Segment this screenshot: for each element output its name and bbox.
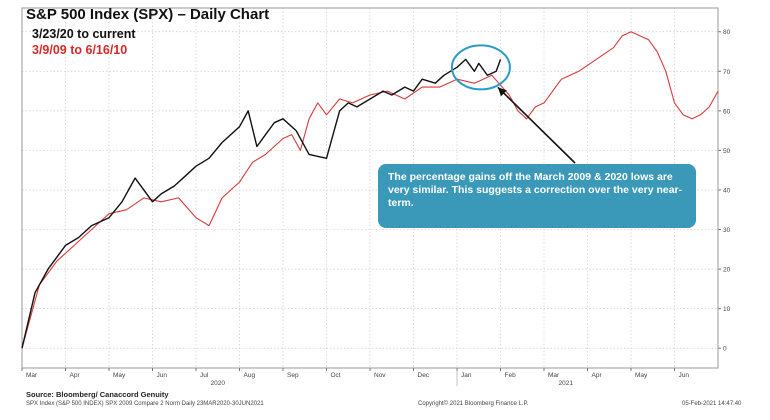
subtitle-2009-range: 3/9/09 to 6/16/10	[32, 43, 128, 57]
annotation-callout: The percentage gains off the March 2009 …	[378, 164, 696, 228]
callout-arrow-head	[497, 87, 507, 97]
footer-copyright: Copyright© 2021 Bloomberg Finance L.P.	[418, 401, 529, 407]
series-layer	[21, 31, 719, 349]
x-tick-label: Apr	[592, 372, 603, 379]
y-tick-label: 60	[723, 108, 731, 115]
x-tick-label: Feb	[505, 372, 517, 379]
x-year-label: 2021	[559, 380, 574, 387]
callout-arrow-line	[497, 86, 576, 164]
y-tick-label: 10	[723, 306, 731, 313]
x-tick-label: Sep	[287, 372, 299, 379]
x-tick-label: Jun	[157, 372, 168, 379]
y-tick-label: 20	[723, 267, 731, 274]
x-tick-label: May	[635, 372, 648, 379]
x-tick-label: Jan	[461, 372, 472, 379]
y-tick-label: 0	[723, 346, 727, 353]
x-tick-label: Nov	[374, 372, 386, 379]
x-tick-label: Mar	[26, 372, 38, 379]
x-tick-label: Oct	[331, 372, 341, 379]
y-tick-label: 70	[723, 69, 731, 76]
x-tick-label: Apr	[70, 372, 81, 379]
y-tick-label: 50	[723, 148, 731, 155]
x-tick-label: Mar	[548, 372, 560, 379]
y-tick-label: 40	[723, 187, 731, 194]
chart-title: S&P 500 Index (SPX) – Daily Chart	[26, 6, 270, 23]
x-tick-label: Jun	[679, 372, 690, 379]
x-year-label: 2020	[211, 380, 226, 387]
axis-layer: 0 10 20 30 40 50 60 70 80 Mar Apr May Jun Jul Aug Sep Oc…	[21, 7, 731, 387]
y-tick-label: 80	[723, 29, 731, 36]
x-tick-label: Dec	[418, 372, 430, 379]
y-tick-label: 30	[723, 227, 731, 234]
annotation-layer	[450, 44, 576, 164]
footer-source: Source: Bloomberg/ Canaccord Genuity	[26, 390, 169, 399]
subtitle-current-range: 3/23/20 to current	[32, 27, 136, 41]
x-tick-label: Jul	[200, 372, 209, 379]
x-tick-label: Aug	[244, 372, 256, 379]
highlight-circle	[450, 44, 511, 91]
footer-timestamp: 05-Feb-2021 14:47:40	[682, 401, 742, 407]
footer-series-info: SPX Index (S&P 500 INDEX) SPX 2009 Compa…	[26, 401, 264, 407]
series-line-2009	[21, 31, 719, 349]
series-line-2020	[21, 58, 502, 349]
x-tick-label: May	[113, 372, 126, 379]
